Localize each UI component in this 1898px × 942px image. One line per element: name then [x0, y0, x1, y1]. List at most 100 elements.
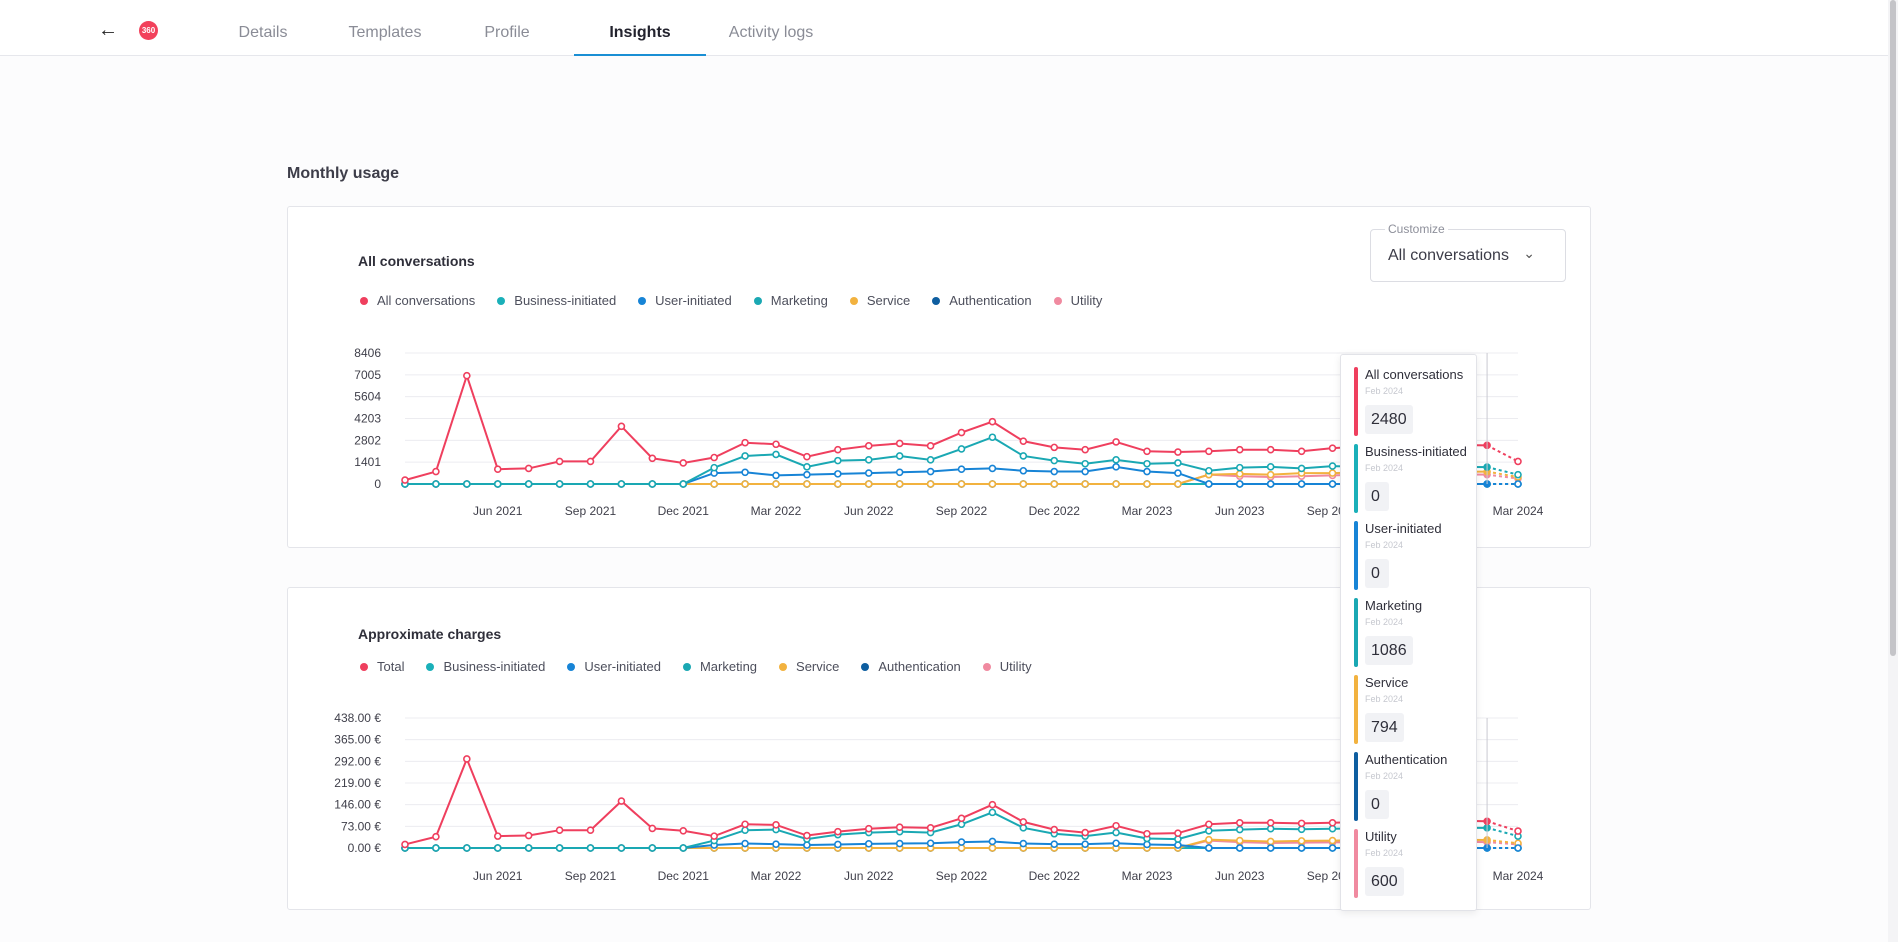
data-point[interactable]	[1019, 480, 1028, 488]
data-point[interactable]	[988, 480, 997, 488]
legend-item[interactable]: All conversations	[360, 293, 475, 308]
data-point[interactable]	[895, 439, 904, 448]
data-point[interactable]	[586, 480, 595, 488]
data-point[interactable]	[1112, 438, 1120, 446]
data-point[interactable]	[1328, 818, 1337, 827]
legend-item[interactable]: User-initiated	[567, 659, 661, 674]
data-point[interactable]	[1205, 447, 1213, 456]
data-point[interactable]	[864, 469, 873, 477]
data-point[interactable]	[1143, 480, 1151, 488]
data-point[interactable]	[957, 480, 966, 488]
data-point[interactable]	[679, 844, 688, 852]
data-point[interactable]	[1050, 467, 1059, 476]
data-point[interactable]	[1112, 480, 1120, 488]
data-point[interactable]	[1235, 463, 1244, 472]
data-point[interactable]	[772, 450, 780, 459]
data-point[interactable]	[772, 840, 780, 848]
data-point[interactable]	[926, 456, 935, 464]
data-point[interactable]	[710, 463, 718, 472]
data-point[interactable]	[1328, 836, 1337, 845]
data-point[interactable]	[741, 826, 749, 834]
data-point[interactable]	[1266, 463, 1275, 471]
legend-item[interactable]: Authentication	[932, 293, 1032, 308]
data-point[interactable]	[834, 445, 842, 454]
data-point[interactable]	[895, 823, 904, 832]
data-point[interactable]	[1297, 844, 1306, 852]
data-point[interactable]	[864, 824, 873, 833]
data-point[interactable]	[957, 820, 966, 829]
data-point[interactable]	[1081, 828, 1089, 837]
back-arrow-icon[interactable]: ←	[98, 19, 118, 41]
data-point[interactable]	[741, 468, 749, 477]
data-point[interactable]	[524, 464, 533, 473]
data-point[interactable]	[1266, 818, 1275, 827]
data-point[interactable]	[493, 832, 502, 840]
data-point[interactable]	[803, 452, 811, 461]
data-point[interactable]	[401, 476, 409, 484]
data-point[interactable]	[1205, 820, 1213, 829]
data-point[interactable]	[1112, 839, 1120, 848]
data-point[interactable]	[524, 831, 533, 840]
data-point[interactable]	[1297, 819, 1306, 828]
legend-item[interactable]: Marketing	[753, 293, 828, 308]
data-point[interactable]	[1235, 470, 1244, 478]
data-point[interactable]	[1235, 844, 1244, 852]
data-point[interactable]	[679, 826, 688, 835]
data-point[interactable]	[957, 465, 966, 473]
data-point[interactable]	[1050, 456, 1059, 465]
data-point[interactable]	[772, 471, 780, 480]
data-point[interactable]	[1297, 480, 1306, 488]
data-point[interactable]	[1019, 824, 1028, 832]
data-point[interactable]	[1081, 840, 1089, 848]
data-point[interactable]	[988, 844, 997, 852]
data-point[interactable]	[463, 844, 471, 852]
data-point[interactable]	[957, 428, 966, 437]
data-point[interactable]	[1174, 841, 1182, 849]
data-point[interactable]	[463, 480, 471, 488]
data-point[interactable]	[926, 480, 935, 488]
data-point[interactable]	[493, 465, 502, 473]
data-point[interactable]	[617, 422, 626, 431]
data-point[interactable]	[586, 457, 595, 466]
tab-templates[interactable]: Templates	[348, 24, 422, 41]
data-point[interactable]	[1174, 835, 1182, 843]
data-point[interactable]	[957, 844, 966, 852]
data-point[interactable]	[555, 844, 564, 852]
data-point[interactable]	[772, 821, 780, 829]
data-point[interactable]	[710, 480, 718, 488]
data-point[interactable]	[1328, 462, 1337, 470]
data-point[interactable]	[988, 837, 997, 846]
data-point[interactable]	[1143, 447, 1151, 456]
data-point[interactable]	[1050, 443, 1059, 452]
data-point[interactable]	[1297, 447, 1306, 456]
data-point[interactable]	[1514, 827, 1522, 835]
data-point[interactable]	[895, 468, 904, 477]
data-point[interactable]	[926, 467, 935, 476]
data-point[interactable]	[834, 480, 842, 488]
data-point[interactable]	[463, 371, 471, 380]
data-point[interactable]	[617, 480, 626, 488]
data-point[interactable]	[1081, 467, 1089, 476]
data-point[interactable]	[1143, 467, 1151, 476]
data-point[interactable]	[1019, 818, 1028, 826]
data-point[interactable]	[1112, 456, 1120, 464]
data-point[interactable]	[1112, 463, 1120, 471]
data-point[interactable]	[1297, 825, 1306, 834]
data-point[interactable]	[586, 844, 595, 852]
legend-item[interactable]: Marketing	[682, 659, 757, 674]
data-point[interactable]	[1266, 480, 1275, 488]
data-point[interactable]	[988, 464, 997, 473]
data-point[interactable]	[1143, 840, 1151, 849]
data-point[interactable]	[803, 841, 811, 849]
data-point[interactable]	[988, 800, 997, 809]
data-point[interactable]	[555, 480, 564, 488]
legend-item[interactable]: Business-initiated	[497, 293, 616, 308]
data-point[interactable]	[926, 839, 935, 848]
data-point[interactable]	[1514, 470, 1522, 479]
data-point[interactable]	[555, 457, 564, 466]
data-point[interactable]	[586, 826, 595, 834]
data-point[interactable]	[864, 442, 873, 450]
data-point[interactable]	[1297, 464, 1306, 473]
data-point[interactable]	[1081, 480, 1089, 488]
data-point[interactable]	[710, 453, 718, 462]
